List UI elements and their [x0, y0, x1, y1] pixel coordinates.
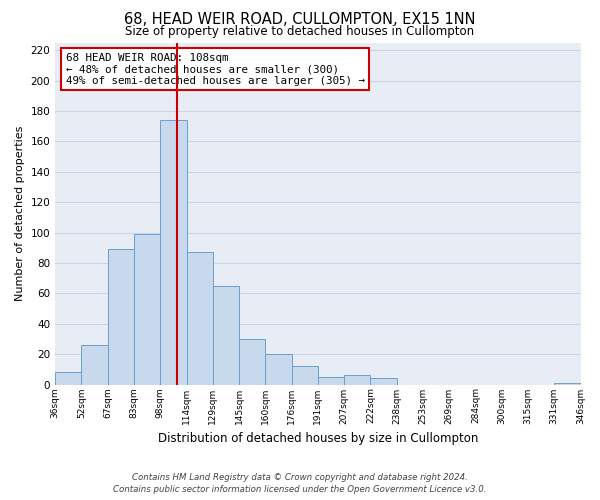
Bar [187, 252, 213, 384]
Bar [292, 366, 318, 384]
Bar [82, 345, 108, 385]
Bar [239, 339, 265, 384]
Bar [160, 120, 187, 384]
Bar [55, 372, 82, 384]
Bar [265, 354, 292, 384]
Text: Contains HM Land Registry data © Crown copyright and database right 2024.
Contai: Contains HM Land Registry data © Crown c… [113, 472, 487, 494]
Y-axis label: Number of detached properties: Number of detached properties [15, 126, 25, 301]
Bar [344, 376, 370, 384]
Bar [370, 378, 397, 384]
Bar [213, 286, 239, 384]
Text: Size of property relative to detached houses in Cullompton: Size of property relative to detached ho… [125, 25, 475, 38]
Bar [108, 249, 134, 384]
Bar [554, 383, 581, 384]
Bar [134, 234, 160, 384]
Bar [318, 377, 344, 384]
Text: 68, HEAD WEIR ROAD, CULLOMPTON, EX15 1NN: 68, HEAD WEIR ROAD, CULLOMPTON, EX15 1NN [124, 12, 476, 28]
X-axis label: Distribution of detached houses by size in Cullompton: Distribution of detached houses by size … [158, 432, 478, 445]
Text: 68 HEAD WEIR ROAD: 108sqm
← 48% of detached houses are smaller (300)
49% of semi: 68 HEAD WEIR ROAD: 108sqm ← 48% of detac… [65, 53, 365, 86]
